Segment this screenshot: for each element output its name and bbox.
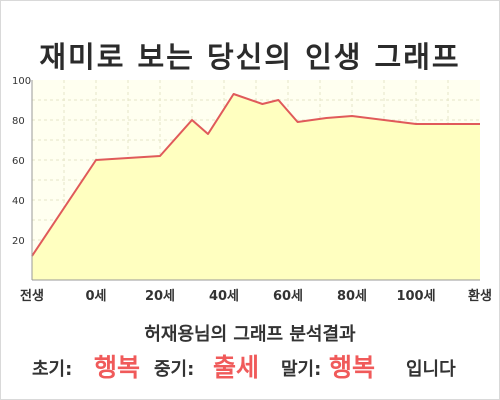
y-tick-label: 20 [12,236,25,247]
early-label: 초기: [32,359,73,380]
y-tick-label: 60 [12,156,25,167]
ending-text: 입니다 [406,359,456,380]
y-tick-label: 100 [12,76,31,87]
x-tick-label: 80세 [337,289,367,304]
series-line [31,93,480,257]
x-tick-label: 전생 [20,288,44,304]
x-tick-label: 0세 [85,289,106,304]
analysis-heading: 허재용님의 그래프 분석결과 [144,324,356,345]
x-tick-label: 60세 [273,289,303,304]
late-label: 말기: [281,359,322,380]
y-tick-label: 40 [12,196,25,207]
y-tick-label: 80 [12,116,25,127]
mid-value: 출세 [213,353,260,382]
area-fill [32,94,480,280]
analysis-result-line: 초기: 행복 중기: 출세 말기: 행복 입니다 [0,346,500,382]
late-value: 행복 [329,353,376,382]
mid-label: 중기: [154,359,195,380]
early-value: 행복 [94,353,141,382]
chart-title: 재미로 보는 당신의 인생 그래프 [39,40,461,74]
x-tick-label: 100세 [396,289,435,304]
x-tick-label: 20세 [145,289,175,304]
x-tick-label: 40세 [209,289,239,304]
x-tick-label: 환생 [468,288,492,304]
